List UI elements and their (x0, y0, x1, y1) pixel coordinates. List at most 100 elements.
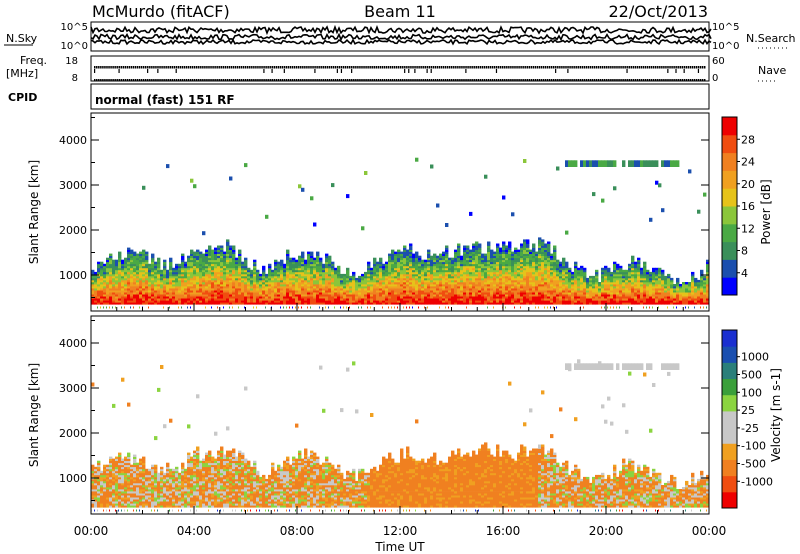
heatmap-cell (352, 294, 356, 297)
heatmap-cell (190, 288, 194, 291)
heatmap-cell (154, 296, 158, 299)
heatmap-cell (496, 296, 500, 299)
heatmap-cell (136, 263, 140, 267)
heatmap-cell (370, 267, 374, 271)
heatmap-cell (115, 282, 119, 285)
heatmap-cell (280, 288, 284, 291)
heatmap-cell (130, 271, 134, 275)
heatmap-cell (391, 257, 395, 261)
heatmap-cell (223, 259, 227, 263)
heatmap-cell (490, 292, 494, 295)
heatmap-cell (232, 271, 236, 275)
heatmap-cell (235, 257, 239, 261)
heatmap-cell (379, 294, 383, 297)
heatmap-cell (493, 277, 497, 281)
heatmap-cell (619, 282, 623, 285)
heatmap-cell (166, 273, 170, 277)
heatmap-cell (325, 277, 329, 281)
heatmap-cell (367, 300, 371, 303)
nave-point (601, 79, 604, 81)
heatmap-cell (181, 277, 185, 281)
heatmap-cell (304, 273, 308, 277)
freq-point (349, 66, 351, 69)
heatmap-cell (187, 267, 191, 271)
heatmap-cell (157, 279, 161, 283)
nave-point (316, 79, 318, 81)
heatmap-cell (580, 302, 584, 305)
heatmap-cell (331, 267, 335, 271)
heatmap-cell (493, 275, 497, 279)
heatmap-cell (421, 263, 425, 267)
nave-point (251, 79, 253, 81)
heatmap-cell (187, 265, 191, 269)
heatmap-cell (106, 290, 110, 293)
heatmap-cell (262, 294, 266, 297)
heatmap-cell (631, 290, 635, 293)
heatmap-cell (151, 265, 155, 269)
heatmap-cell (400, 253, 404, 256)
heatmap-cell (442, 292, 446, 295)
freq-point (318, 66, 320, 69)
heatmap-cell (334, 300, 338, 303)
heatmap-cell (178, 288, 182, 291)
heatmap-cell (499, 251, 503, 254)
heatmap-cell (475, 279, 479, 283)
heatmap-cell (205, 267, 209, 271)
heatmap-cell (505, 279, 509, 283)
heatmap-cell (340, 300, 344, 303)
freq-point (185, 66, 188, 69)
heatmap-cell (298, 288, 302, 291)
heatmap-cell (460, 271, 464, 275)
heatmap-cell (280, 273, 284, 277)
freq-point (567, 66, 569, 69)
heatmap-cell (472, 267, 476, 271)
heatmap-cell (433, 269, 437, 273)
heatmap-cell (106, 269, 110, 273)
heatmap-cell (394, 251, 398, 254)
nave-point (538, 79, 541, 81)
heatmap-cell (478, 249, 482, 252)
heatmap-cell (130, 257, 134, 261)
heatmap-cell (574, 279, 578, 283)
heatmap-cell (601, 269, 605, 273)
nave-point (169, 79, 171, 81)
heatmap-cell (499, 277, 503, 281)
heatmap-cell (169, 277, 173, 281)
heatmap-cell (583, 269, 587, 273)
heatmap-cell (427, 273, 431, 277)
heatmap-cell (118, 253, 122, 256)
heatmap-cell (361, 273, 365, 277)
heatmap-cell (115, 261, 119, 265)
heatmap-cell (520, 284, 524, 287)
heatmap-cell (298, 269, 302, 273)
heatmap-cell (133, 302, 137, 305)
heatmap-cell (478, 243, 482, 246)
heatmap-cell (133, 282, 137, 285)
heatmap-cell (415, 273, 419, 277)
heatmap-cell (565, 273, 569, 277)
heatmap-cell (373, 282, 377, 285)
heatmap-cell (460, 298, 464, 301)
heatmap-cell (469, 249, 473, 252)
heatmap-cell (208, 277, 212, 281)
heatmap-cell (400, 259, 404, 263)
heatmap-cell (127, 273, 131, 277)
heatmap-cell (607, 290, 611, 293)
heatmap-cell (358, 296, 362, 299)
heatmap-cell (457, 292, 461, 295)
nave-point (634, 79, 637, 81)
heatmap-cell (568, 277, 572, 281)
heatmap-cell (613, 288, 617, 291)
heatmap-cell (553, 259, 557, 263)
heatmap-cell (139, 292, 143, 295)
heatmap-cell (121, 271, 125, 275)
nave-point (697, 79, 700, 81)
heatmap-cell (154, 282, 158, 285)
heatmap-cell (577, 298, 581, 301)
heatmap-cell (445, 265, 449, 269)
heatmap-cell (220, 269, 224, 273)
heatmap-cell (553, 292, 557, 295)
heatmap-cell (310, 273, 314, 277)
heatmap-cell (523, 255, 527, 259)
heatmap-cell (391, 253, 395, 256)
